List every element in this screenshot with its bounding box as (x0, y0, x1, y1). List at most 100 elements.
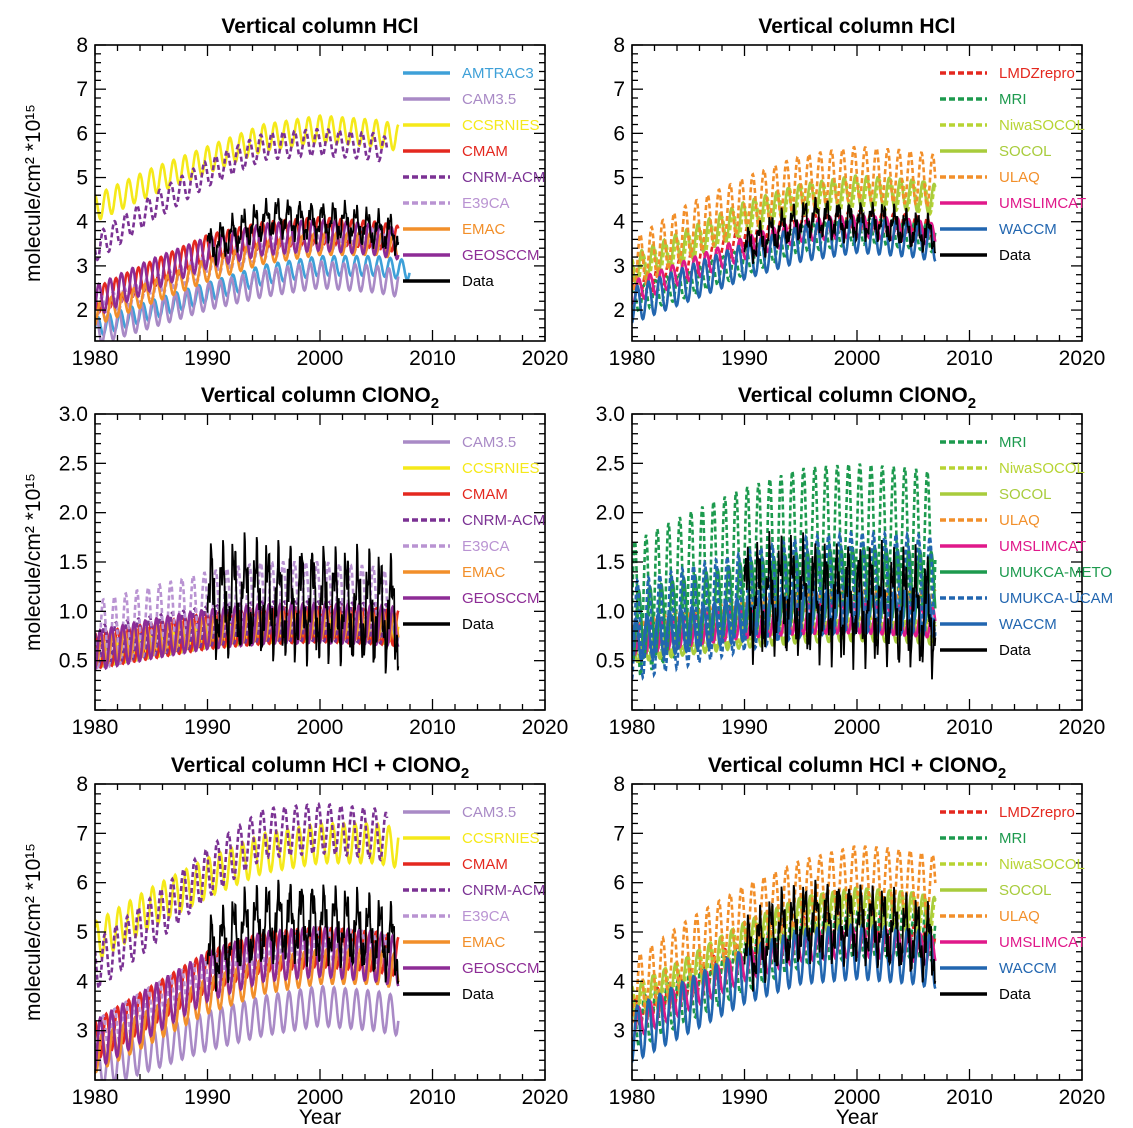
chart-panel-4: 1980 1990 2000 2010 2020 0.5 1.0 1.5 2.0 2.5 3.0 Ve… (596, 384, 1113, 739)
series-line-cnrm-acm (95, 802, 389, 990)
y-tick-label: 2 (613, 299, 625, 322)
y-tick-label: 2.0 (596, 502, 625, 525)
legend-label: UMUKCA-METO (999, 564, 1112, 581)
x-tick-label: 2020 (1059, 716, 1106, 739)
y-tick-label: 3.0 (596, 403, 625, 426)
legend-label: UMSLIMCAT (999, 934, 1086, 951)
x-tick-label: 2000 (297, 347, 344, 370)
legend-label: Data (999, 247, 1031, 264)
legend-label: NiwaSOCOL (999, 460, 1085, 477)
x-tick-label: 2010 (409, 1086, 456, 1109)
y-tick-label: 2.5 (59, 452, 88, 475)
series-group (95, 532, 400, 674)
legend-label: Data (462, 986, 494, 1003)
x-axis-label: Year (836, 1106, 878, 1128)
legend-label: MRI (999, 434, 1027, 451)
legend-label: MRI (999, 830, 1027, 847)
legend-label: WACCM (999, 616, 1057, 633)
legend-label: ULAQ (999, 169, 1040, 186)
y-tick-label: 4 (76, 211, 88, 234)
x-tick-label: 1980 (72, 347, 119, 370)
series-line-e39ca (95, 226, 389, 323)
series-line-socol (632, 615, 937, 664)
series-line-data (743, 531, 937, 680)
y-tick-label: 2 (76, 299, 88, 322)
series-line-geosccm (95, 601, 400, 671)
legend-label: E39CA (462, 195, 510, 212)
x-tick-label: 2000 (297, 1086, 344, 1109)
legend-label: MRI (999, 91, 1027, 108)
y-tick-label: 6 (76, 122, 88, 145)
y-tick-label: 3 (76, 255, 88, 278)
series-group (95, 802, 400, 1080)
chart-panel-6: 1980 1990 2000 2010 2020 3 4 5 6 7 8 Vertical colum… (609, 754, 1106, 1128)
legend-label: Data (462, 616, 494, 633)
y-tick-label: 3 (76, 1020, 88, 1043)
legend-label: NiwaSOCOL (999, 856, 1085, 873)
y-axis-label: molecule/cm² *10¹⁵ (22, 843, 45, 1021)
x-tick-label: 2010 (409, 347, 456, 370)
chart-title: Vertical column HCl (221, 15, 418, 38)
legend-label: GEOSCCM (462, 247, 540, 264)
legend-label: CCSRNIES (462, 830, 540, 847)
x-tick-label: 2020 (522, 716, 569, 739)
x-tick-label: 1990 (721, 1086, 768, 1109)
x-tick-label: 2000 (834, 347, 881, 370)
chart-panel-1: 1980 1990 2000 2010 2020 2 3 4 5 6 7 8 Vertical colu… (22, 15, 568, 370)
y-tick-label: 1.5 (596, 551, 625, 574)
series-line-umslimcat (632, 214, 937, 305)
y-tick-label: 8 (613, 773, 625, 796)
y-tick-label: 3 (613, 255, 625, 278)
x-axis-label: Year (299, 1106, 341, 1128)
series-line-niwasocol (632, 612, 937, 664)
legend-label: GEOSCCM (462, 960, 540, 977)
chart-title: Vertical column ClONO2 (201, 384, 439, 412)
legend-label: SOCOL (999, 486, 1052, 503)
series-group (95, 113, 411, 341)
y-tick-label: 4 (613, 970, 625, 993)
x-tick-label: 1980 (609, 347, 656, 370)
y-tick-label: 5 (613, 921, 625, 944)
x-tick-label: 2020 (522, 1086, 569, 1109)
x-tick-label: 1990 (721, 347, 768, 370)
series-line-data (743, 196, 937, 265)
series-line-umukca-ucam (632, 528, 937, 681)
x-tick-label: 2010 (409, 716, 456, 739)
legend-label: CMAM (462, 856, 508, 873)
y-tick-label: 4 (613, 211, 625, 234)
y-axis-label: molecule/cm² *10¹⁵ (22, 104, 45, 282)
series-line-data (206, 532, 400, 674)
legend: LMDZrepro MRI NiwaSOCOL SOCOL ULAQ UMSLIMCAT W… (940, 65, 1086, 264)
legend: CAM3.5 CCSRNIES CMAM CNRM-ACM E39CA EMAC GEOSC… (403, 434, 545, 633)
series-line-emac (95, 608, 400, 668)
legend-label: CMAM (462, 486, 508, 503)
x-tick-label: 1980 (609, 1086, 656, 1109)
legend-label: Data (462, 273, 494, 290)
x-tick-label: 2000 (834, 1086, 881, 1109)
series-line-geosccm (95, 925, 400, 1070)
y-tick-label: 7 (76, 78, 88, 101)
x-tick-label: 2020 (1059, 1086, 1106, 1109)
chart-title: Vertical column HCl + ClONO2 (708, 754, 1006, 782)
legend-label: ULAQ (999, 512, 1040, 529)
legend-label: CAM3.5 (462, 434, 516, 451)
y-tick-label: 5 (76, 921, 88, 944)
legend-label: WACCM (999, 221, 1057, 238)
legend-label: SOCOL (999, 882, 1052, 899)
legend-label: ULAQ (999, 908, 1040, 925)
legend-label: CMAM (462, 143, 508, 160)
chart-panel-3: 1980 1990 2000 2010 2020 0.5 1.0 1.5 2.0 2.5 3.0 Ve… (22, 384, 568, 739)
series-line-data (206, 197, 400, 266)
legend-label: CNRM-ACM (462, 512, 545, 529)
chart-title: Vertical column HCl (758, 15, 955, 38)
y-tick-label: 4 (76, 970, 88, 993)
legend-label: EMAC (462, 564, 506, 581)
x-tick-label: 1990 (184, 1086, 231, 1109)
legend-label: EMAC (462, 934, 506, 951)
y-tick-label: 7 (613, 822, 625, 845)
x-tick-label: 2000 (297, 716, 344, 739)
y-axis-label: molecule/cm² *10¹⁵ (22, 473, 45, 651)
y-tick-label: 3.0 (59, 403, 88, 426)
y-tick-label: 1.5 (59, 551, 88, 574)
series-line-ccsrnies (95, 113, 400, 221)
